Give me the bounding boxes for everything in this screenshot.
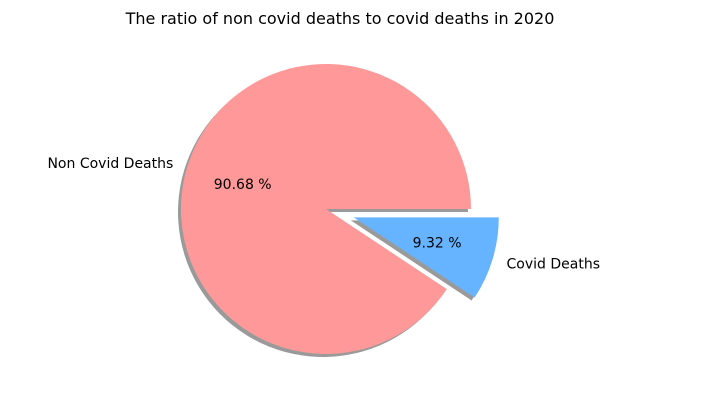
pie-labels: 90.68 % Non Covid Deaths 9.32 % Covid Death… <box>47 156 600 272</box>
slice-non-covid-deaths <box>180 63 471 354</box>
category-label-non-covid-deaths: Non Covid Deaths <box>47 156 173 172</box>
chart-title: The ratio of non covid deaths to covid d… <box>125 9 555 28</box>
pct-label-covid-deaths: 9.32 % <box>413 236 462 252</box>
pie-slices <box>180 63 499 354</box>
slice-covid-deaths <box>353 217 499 298</box>
pct-label-non-covid-deaths: 90.68 % <box>214 177 272 193</box>
category-label-covid-deaths: Covid Deaths <box>507 256 600 272</box>
